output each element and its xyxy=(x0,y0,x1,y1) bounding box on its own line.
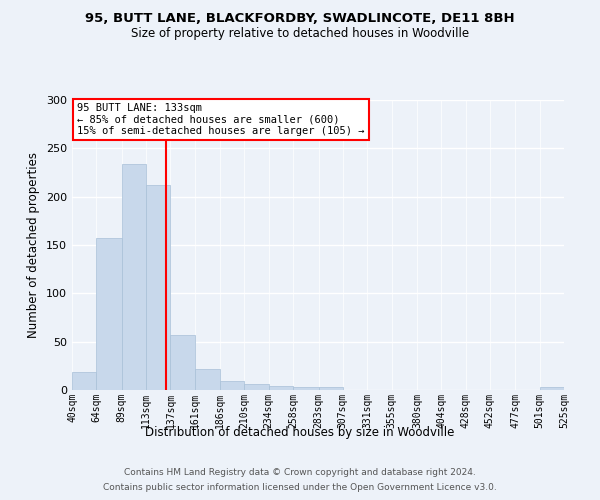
Bar xyxy=(97,238,122,390)
Bar xyxy=(539,387,564,390)
Y-axis label: Number of detached properties: Number of detached properties xyxy=(28,152,40,338)
Bar xyxy=(220,382,244,390)
Text: Distribution of detached houses by size in Woodville: Distribution of detached houses by size … xyxy=(145,426,455,439)
Text: Contains HM Land Registry data © Crown copyright and database right 2024.: Contains HM Land Registry data © Crown c… xyxy=(124,468,476,477)
Text: Contains public sector information licensed under the Open Government Licence v3: Contains public sector information licen… xyxy=(103,483,497,492)
Text: 95, BUTT LANE, BLACKFORDBY, SWADLINCOTE, DE11 8BH: 95, BUTT LANE, BLACKFORDBY, SWADLINCOTE,… xyxy=(85,12,515,26)
Bar xyxy=(146,185,170,390)
Bar xyxy=(170,335,195,390)
Bar xyxy=(269,386,293,390)
Bar xyxy=(319,387,343,390)
Bar xyxy=(195,368,220,390)
Text: 95 BUTT LANE: 133sqm
← 85% of detached houses are smaller (600)
15% of semi-deta: 95 BUTT LANE: 133sqm ← 85% of detached h… xyxy=(77,103,365,136)
Text: Size of property relative to detached houses in Woodville: Size of property relative to detached ho… xyxy=(131,28,469,40)
Bar xyxy=(293,387,319,390)
Bar xyxy=(122,164,146,390)
Bar xyxy=(244,384,269,390)
Bar xyxy=(72,372,97,390)
